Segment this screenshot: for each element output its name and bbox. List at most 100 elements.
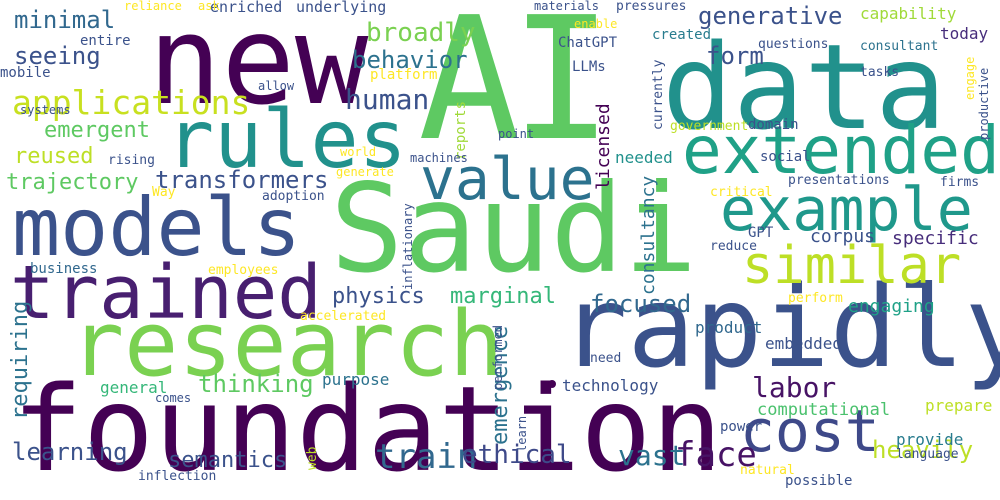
word-models: models [12, 181, 301, 274]
word-similar: similar [742, 236, 962, 296]
word-rules: rules [166, 93, 407, 186]
word-product: product [695, 318, 763, 337]
word-generative: generative [698, 2, 843, 30]
word-world: world [340, 145, 377, 159]
word-enriched: enriched [210, 0, 283, 16]
word-saudi: Saudi [330, 158, 698, 300]
word-today: today [940, 24, 989, 43]
word-trained: trained [10, 250, 322, 336]
word-productive: productive [977, 67, 991, 140]
word-chatgpt: ChatGPT [558, 35, 618, 51]
word-seeing: seeing [14, 42, 101, 70]
word-systems: systems [20, 103, 71, 117]
word-natural: natural [740, 463, 795, 478]
word-performed: performed [491, 324, 505, 390]
word-face: face [675, 435, 757, 475]
word-accelerated: accelerated [300, 309, 387, 324]
word-transformers: transformers [155, 166, 329, 194]
word-possible: possible [785, 473, 853, 489]
word-focused: focused [590, 290, 692, 318]
word-purpose: purpose [322, 370, 390, 389]
word-platform: platform [370, 67, 438, 83]
word-tasks: tasks [860, 65, 900, 80]
word-labor: labor [752, 371, 837, 404]
word-reliance: reliance [124, 0, 182, 13]
word-engage: engage [963, 56, 977, 100]
word-licensed: licensed [593, 103, 614, 190]
word-marginal: marginal [450, 284, 556, 309]
word-power: power [720, 419, 763, 435]
word-adoption: adoption [262, 189, 325, 204]
word-cost: cost [740, 397, 880, 465]
word-underlying: underlying [296, 0, 387, 16]
word-trajectory: trajectory [6, 170, 139, 195]
word-government: government [670, 119, 749, 134]
word-currently: currently [651, 59, 666, 130]
word-technology: technology [562, 376, 659, 395]
word-pressures: pressures [616, 0, 687, 14]
word-research: research [70, 292, 504, 397]
word-foundation: foundation [12, 360, 723, 498]
word-capability: capability [860, 4, 957, 23]
word-thinking: thinking [198, 370, 314, 398]
word-presentations: presentations [788, 173, 890, 188]
word-consultancy: consultancy [638, 175, 659, 295]
word-generate: generate [336, 165, 394, 179]
word-llms: LLMs [572, 59, 606, 75]
word-broadly: broadly [366, 18, 476, 48]
word-form: form [706, 42, 764, 70]
word-point: point [498, 127, 535, 141]
word-rapidly: rapidly [560, 263, 1000, 393]
word-inflection: inflection [138, 469, 217, 484]
word-minimal: minimal [14, 6, 116, 34]
word-requiring: requiring [8, 300, 33, 420]
word-needed: needed [615, 148, 673, 167]
word-physics: physics [332, 284, 425, 309]
word-prepare: prepare [925, 396, 993, 415]
word-emergent: emergent [44, 118, 150, 143]
word-provide: provide [896, 430, 964, 449]
word-extended: extended [682, 112, 1000, 189]
word-materials: materials [534, 0, 600, 13]
word-embedded: embedded [765, 334, 843, 353]
word-reused: reused [14, 144, 94, 169]
dot-mark [548, 380, 556, 388]
word-behavior: behavior [352, 46, 468, 74]
word-general: general [100, 378, 168, 397]
word-enable: enable [574, 17, 618, 31]
word-entire: entire [80, 33, 131, 49]
word-rising: rising [108, 153, 155, 168]
word-ai: AI [418, 0, 613, 179]
word-value: value [420, 145, 595, 213]
word-need: need [590, 351, 622, 366]
word-allow: allow [258, 79, 295, 93]
word-train: train [375, 437, 478, 477]
word-semantics: semantics [168, 448, 288, 473]
word-mobile: mobile [0, 65, 51, 81]
word-way: Way [152, 185, 176, 200]
word-domain: domain [748, 117, 799, 133]
word-human: human [345, 83, 430, 116]
word-critical: critical [710, 185, 773, 200]
word-gpt: GPT [748, 225, 774, 241]
word-comes: comes [155, 391, 192, 405]
word-learn: learn [515, 415, 529, 452]
word-vast: vast [618, 439, 686, 472]
word-web: web [305, 446, 320, 470]
word-questions: questions [758, 37, 829, 52]
word-machines: machines [410, 151, 468, 165]
word-data: data [662, 18, 947, 156]
word-business: business [30, 261, 98, 277]
word-perform: perform [788, 291, 843, 306]
word-specific: specific [892, 228, 979, 249]
word-consultant: consultant [860, 39, 939, 54]
word-computational: computational [757, 400, 891, 420]
word-language: language [896, 447, 959, 462]
word-engaging: engaging [848, 296, 935, 317]
word-ethical: ethical [462, 440, 572, 470]
word-firms: firms [940, 175, 980, 190]
word-inflationary: inflationary [401, 203, 415, 290]
word-example: example [720, 175, 973, 245]
word-applications: applications [12, 83, 251, 122]
